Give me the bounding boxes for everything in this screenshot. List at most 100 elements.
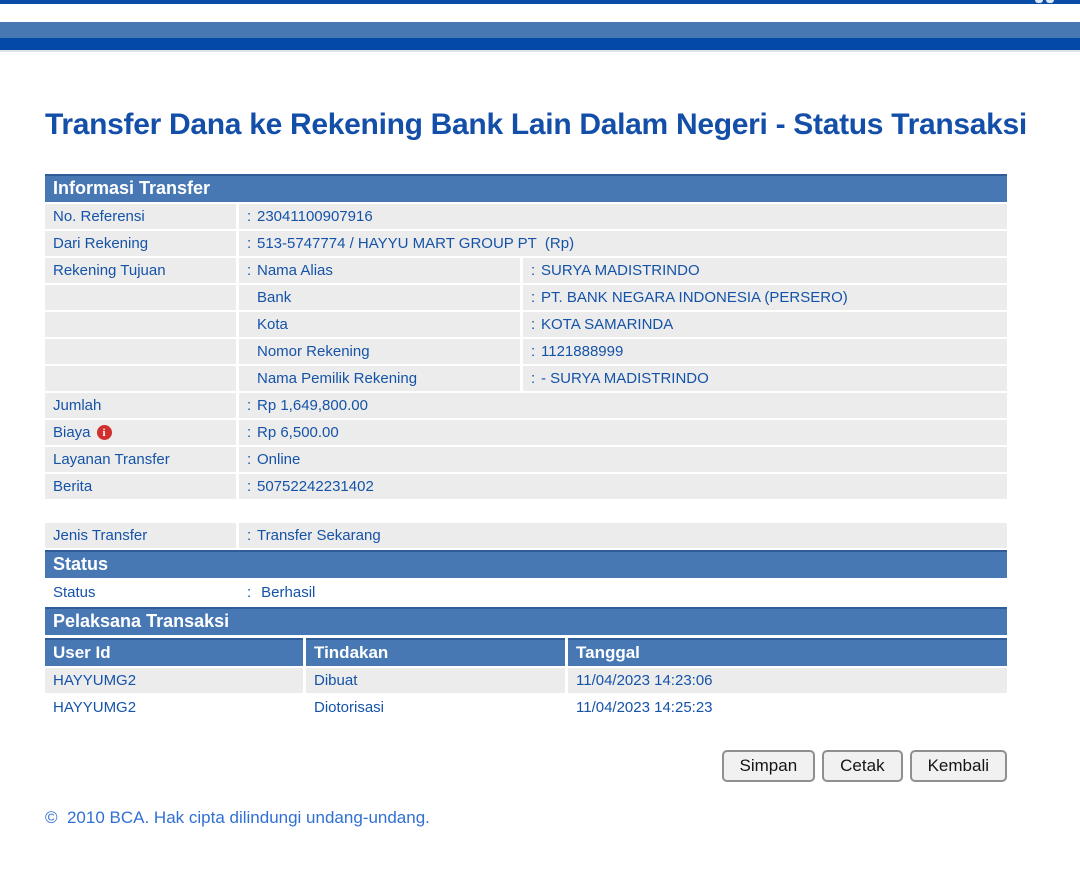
row-sublabel: Nomor Rekening bbox=[257, 343, 370, 360]
column-divider bbox=[303, 668, 306, 693]
column-divider bbox=[520, 258, 523, 283]
row-value-cell: : 50752242231402 bbox=[239, 474, 1007, 499]
cutoff-icon-top-right bbox=[1035, 0, 1043, 3]
page-title: Transfer Dana ke Rekening Bank Lain Dala… bbox=[45, 108, 1027, 141]
colon-separator: : bbox=[531, 316, 536, 333]
row-value-cell: : Rp 6,500.00 bbox=[239, 420, 1007, 445]
row-label: Biaya bbox=[53, 424, 91, 441]
header-band-light-blue bbox=[0, 22, 1080, 38]
colon-separator: : bbox=[531, 262, 536, 279]
pelaksana-transaksi-header: Pelaksana Transaksi bbox=[45, 607, 1007, 635]
colon-separator: : bbox=[247, 208, 252, 225]
row-value-cell: : Transfer Sekarang bbox=[239, 523, 1007, 548]
kembali-button[interactable]: Kembali bbox=[909, 750, 1007, 782]
top-border-line bbox=[0, 0, 1080, 4]
row-value: KOTA SAMARINDA bbox=[541, 316, 674, 333]
row-value: Transfer Sekarang bbox=[257, 527, 381, 544]
colon-separator: : bbox=[247, 235, 252, 252]
column-divider bbox=[565, 638, 568, 666]
column-header-tanggal: Tanggal bbox=[568, 638, 1007, 666]
cell-tindakan: Diotorisasi bbox=[314, 699, 385, 716]
page: Transfer Dana ke Rekening Bank Lain Dala… bbox=[0, 0, 1080, 828]
colon-separator: : bbox=[247, 424, 252, 441]
row-rekening-tujuan-kota: Kota : KOTA SAMARINDA bbox=[45, 312, 1007, 337]
row-value-cell: : 513-5747774 / HAYYU MART GROUP PT (Rp) bbox=[239, 231, 1007, 256]
column-divider bbox=[520, 339, 523, 364]
row-sublabel: Nama Pemilik Rekening bbox=[257, 370, 418, 387]
row-value: PT. BANK NEGARA INDONESIA (PERSERO) bbox=[541, 289, 848, 306]
row-sublabel-cell: Nomor Rekening bbox=[239, 339, 520, 364]
colon-separator: : bbox=[247, 397, 252, 414]
info-icon[interactable]: i bbox=[96, 425, 112, 440]
column-divider bbox=[236, 231, 239, 256]
row-value-cell: : KOTA SAMARINDA bbox=[523, 312, 1007, 337]
row-sublabel-cell: Bank bbox=[239, 285, 520, 310]
main-content: Transfer Dana ke Rekening Bank Lain Dala… bbox=[45, 108, 1027, 828]
row-value-cell: : Rp 1,649,800.00 bbox=[239, 393, 1007, 418]
cell-tanggal: 11/04/2023 14:23:06 bbox=[568, 668, 1007, 693]
row-value: Rp 1,649,800.00 bbox=[257, 397, 368, 414]
row-label: No. Referensi bbox=[45, 204, 236, 229]
colon-separator: : bbox=[247, 527, 252, 544]
row-no-referensi: No. Referensi : 23041100907916 bbox=[45, 204, 1007, 229]
row-sublabel-cell: : Nama Alias bbox=[239, 258, 520, 283]
table-row: HAYYUMG2 Diotorisasi 11/04/2023 14:25:23 bbox=[45, 695, 1007, 720]
colon-separator: : bbox=[247, 451, 252, 468]
informasi-transfer-header: Informasi Transfer bbox=[45, 174, 1007, 202]
row-value: Online bbox=[257, 451, 301, 468]
cell-user-id: HAYYUMG2 bbox=[45, 668, 303, 693]
section-spacer bbox=[45, 501, 1007, 523]
colon-separator: : bbox=[247, 478, 252, 495]
row-label: Jenis Transfer bbox=[45, 523, 236, 548]
row-jenis-transfer: Jenis Transfer : Transfer Sekarang bbox=[45, 523, 1007, 548]
row-rekening-tujuan-nomor-rekening: Nomor Rekening : 1121888999 bbox=[45, 339, 1007, 364]
column-divider bbox=[236, 523, 239, 548]
informasi-transfer-section: Informasi Transfer No. Referensi : 23041… bbox=[45, 174, 1007, 720]
colon-separator: : bbox=[531, 289, 536, 306]
row-label bbox=[45, 366, 236, 391]
colon-separator: : bbox=[531, 370, 536, 387]
row-label-cell: Biaya i bbox=[45, 420, 236, 445]
row-label: Layanan Transfer bbox=[45, 447, 236, 472]
info-icon-glyph: i bbox=[102, 426, 106, 439]
cell-tindakan: Dibuat bbox=[306, 668, 565, 693]
column-divider bbox=[520, 285, 523, 310]
row-layanan-transfer: Layanan Transfer : Online bbox=[45, 447, 1007, 472]
column-divider bbox=[236, 339, 239, 364]
row-label bbox=[45, 339, 236, 364]
column-divider bbox=[236, 447, 239, 472]
header-band-dark-blue bbox=[0, 38, 1080, 52]
column-divider bbox=[236, 204, 239, 229]
column-divider bbox=[236, 474, 239, 499]
row-value-cell: : SURYA MADISTRINDO bbox=[523, 258, 1007, 283]
row-value: SURYA MADISTRINDO bbox=[541, 262, 700, 279]
row-label: Dari Rekening bbox=[45, 231, 236, 256]
row-label: Status bbox=[53, 584, 96, 601]
cetak-button[interactable]: Cetak bbox=[822, 750, 903, 782]
column-divider bbox=[303, 638, 306, 666]
row-label bbox=[45, 312, 236, 337]
row-status: Status : Berhasil bbox=[45, 580, 1007, 605]
row-value-cell: : Berhasil bbox=[239, 580, 1007, 605]
column-divider bbox=[565, 668, 568, 693]
row-label: Rekening Tujuan bbox=[45, 258, 236, 283]
simpan-button[interactable]: Simpan bbox=[721, 750, 816, 782]
row-sublabel-cell: Nama Pemilik Rekening bbox=[239, 366, 520, 391]
column-divider bbox=[236, 312, 239, 337]
row-value-cell: : 23041100907916 bbox=[239, 204, 1007, 229]
row-value-cell: : - SURYA MADISTRINDO bbox=[523, 366, 1007, 391]
row-value: 23041100907916 bbox=[257, 208, 373, 225]
column-divider bbox=[236, 393, 239, 418]
row-value: 1121888999 bbox=[541, 343, 624, 360]
column-divider bbox=[520, 312, 523, 337]
cell-user-id: HAYYUMG2 bbox=[53, 699, 137, 716]
row-value-cell: : PT. BANK NEGARA INDONESIA (PERSERO) bbox=[523, 285, 1007, 310]
row-value: Rp 6,500.00 bbox=[257, 424, 339, 441]
row-label: Jumlah bbox=[45, 393, 236, 418]
row-value-cell: : Online bbox=[239, 447, 1007, 472]
row-sublabel-cell: Kota bbox=[239, 312, 520, 337]
row-rekening-tujuan-bank: Bank : PT. BANK NEGARA INDONESIA (PERSER… bbox=[45, 285, 1007, 310]
column-divider bbox=[236, 366, 239, 391]
colon-separator: : bbox=[247, 262, 252, 279]
row-sublabel: Nama Alias bbox=[257, 262, 333, 279]
